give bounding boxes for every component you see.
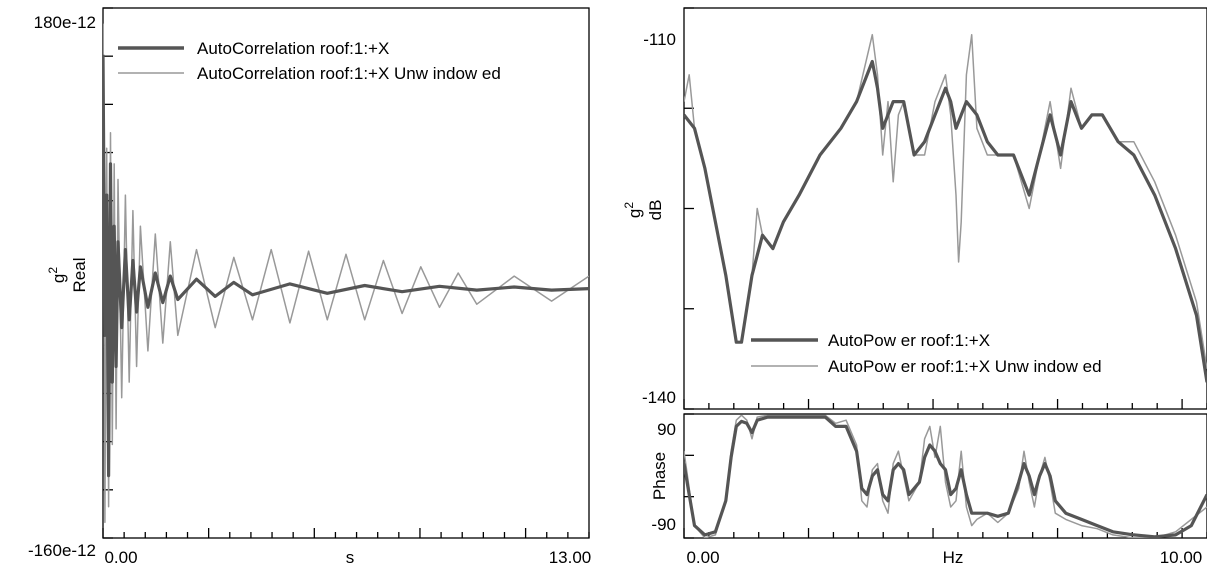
- magnitude-y-tick-top: -110: [643, 30, 676, 49]
- phase-y-tick-bottom: -90: [651, 515, 676, 534]
- time-y-tick-top: 180e-12: [34, 13, 96, 32]
- time-y-unit-base: g: [49, 274, 68, 283]
- magnitude-y-axis-label: g2 dB: [622, 200, 665, 221]
- svg-text:g2: g2: [46, 267, 68, 283]
- phase-series-line-0: [684, 415, 1207, 538]
- magnitude-y-unit-base: g: [625, 209, 644, 218]
- time-x-tick-start: 0.00: [104, 548, 137, 567]
- time-y-label: Real: [70, 258, 89, 293]
- magnitude-legend-label-0: AutoPow er roof:1:+X: [828, 331, 990, 350]
- time-legend-label-1: AutoCorrelation roof:1:+X Unw indow ed: [197, 64, 501, 83]
- phase-x-tick-end: 10.00: [1160, 548, 1203, 567]
- time-series-line-0: [103, 54, 589, 478]
- magnitude-series-line-1: [684, 33, 1207, 370]
- phase-chart-series: [684, 414, 1207, 538]
- time-chart-frame: [102, 7, 590, 539]
- time-legend-label-0: AutoCorrelation roof:1:+X: [197, 39, 389, 58]
- magnitude-y-tick-bottom: -140: [642, 388, 676, 407]
- phase-chart: 90 -90 0.00 10.00 Hz Phase: [650, 413, 1207, 567]
- time-legend: AutoCorrelation roof:1:+X AutoCorrelatio…: [118, 39, 501, 83]
- time-chart: 180e-12 -160e-12 0.00 13.00 s g2 Real Au…: [28, 7, 592, 567]
- phase-x-tick-start: 0.00: [686, 548, 719, 567]
- magnitude-chart: -110 -140 g2 dB AutoPow er roof:1:+X Aut…: [622, 7, 1207, 410]
- time-y-tick-bottom: -160e-12: [28, 541, 96, 560]
- magnitude-legend: AutoPow er roof:1:+X AutoPow er roof:1:+…: [751, 331, 1102, 376]
- phase-chart-frame: [683, 413, 1207, 539]
- magnitude-legend-label-1: AutoPow er roof:1:+X Unw indow ed: [828, 357, 1102, 376]
- time-x-unit-label: s: [346, 548, 355, 567]
- svg-text:g2: g2: [622, 202, 644, 218]
- phase-y-label: Phase: [650, 452, 669, 500]
- time-chart-series: [103, 23, 589, 524]
- phase-x-unit-label: Hz: [943, 548, 964, 567]
- time-series-line-1: [103, 23, 589, 524]
- time-y-unit-exp: 2: [46, 267, 60, 274]
- magnitude-y-unit-exp: 2: [622, 202, 636, 209]
- time-x-tick-end: 13.00: [549, 548, 592, 567]
- magnitude-chart-ticks: [683, 7, 1207, 410]
- phase-y-tick-top: 90: [657, 420, 676, 439]
- magnitude-series-line-0: [684, 59, 1207, 383]
- time-y-axis-label: g2 Real: [46, 258, 89, 293]
- time-chart-ticks: [102, 7, 590, 539]
- magnitude-chart-series: [684, 33, 1207, 383]
- magnitude-y-label: dB: [646, 200, 665, 221]
